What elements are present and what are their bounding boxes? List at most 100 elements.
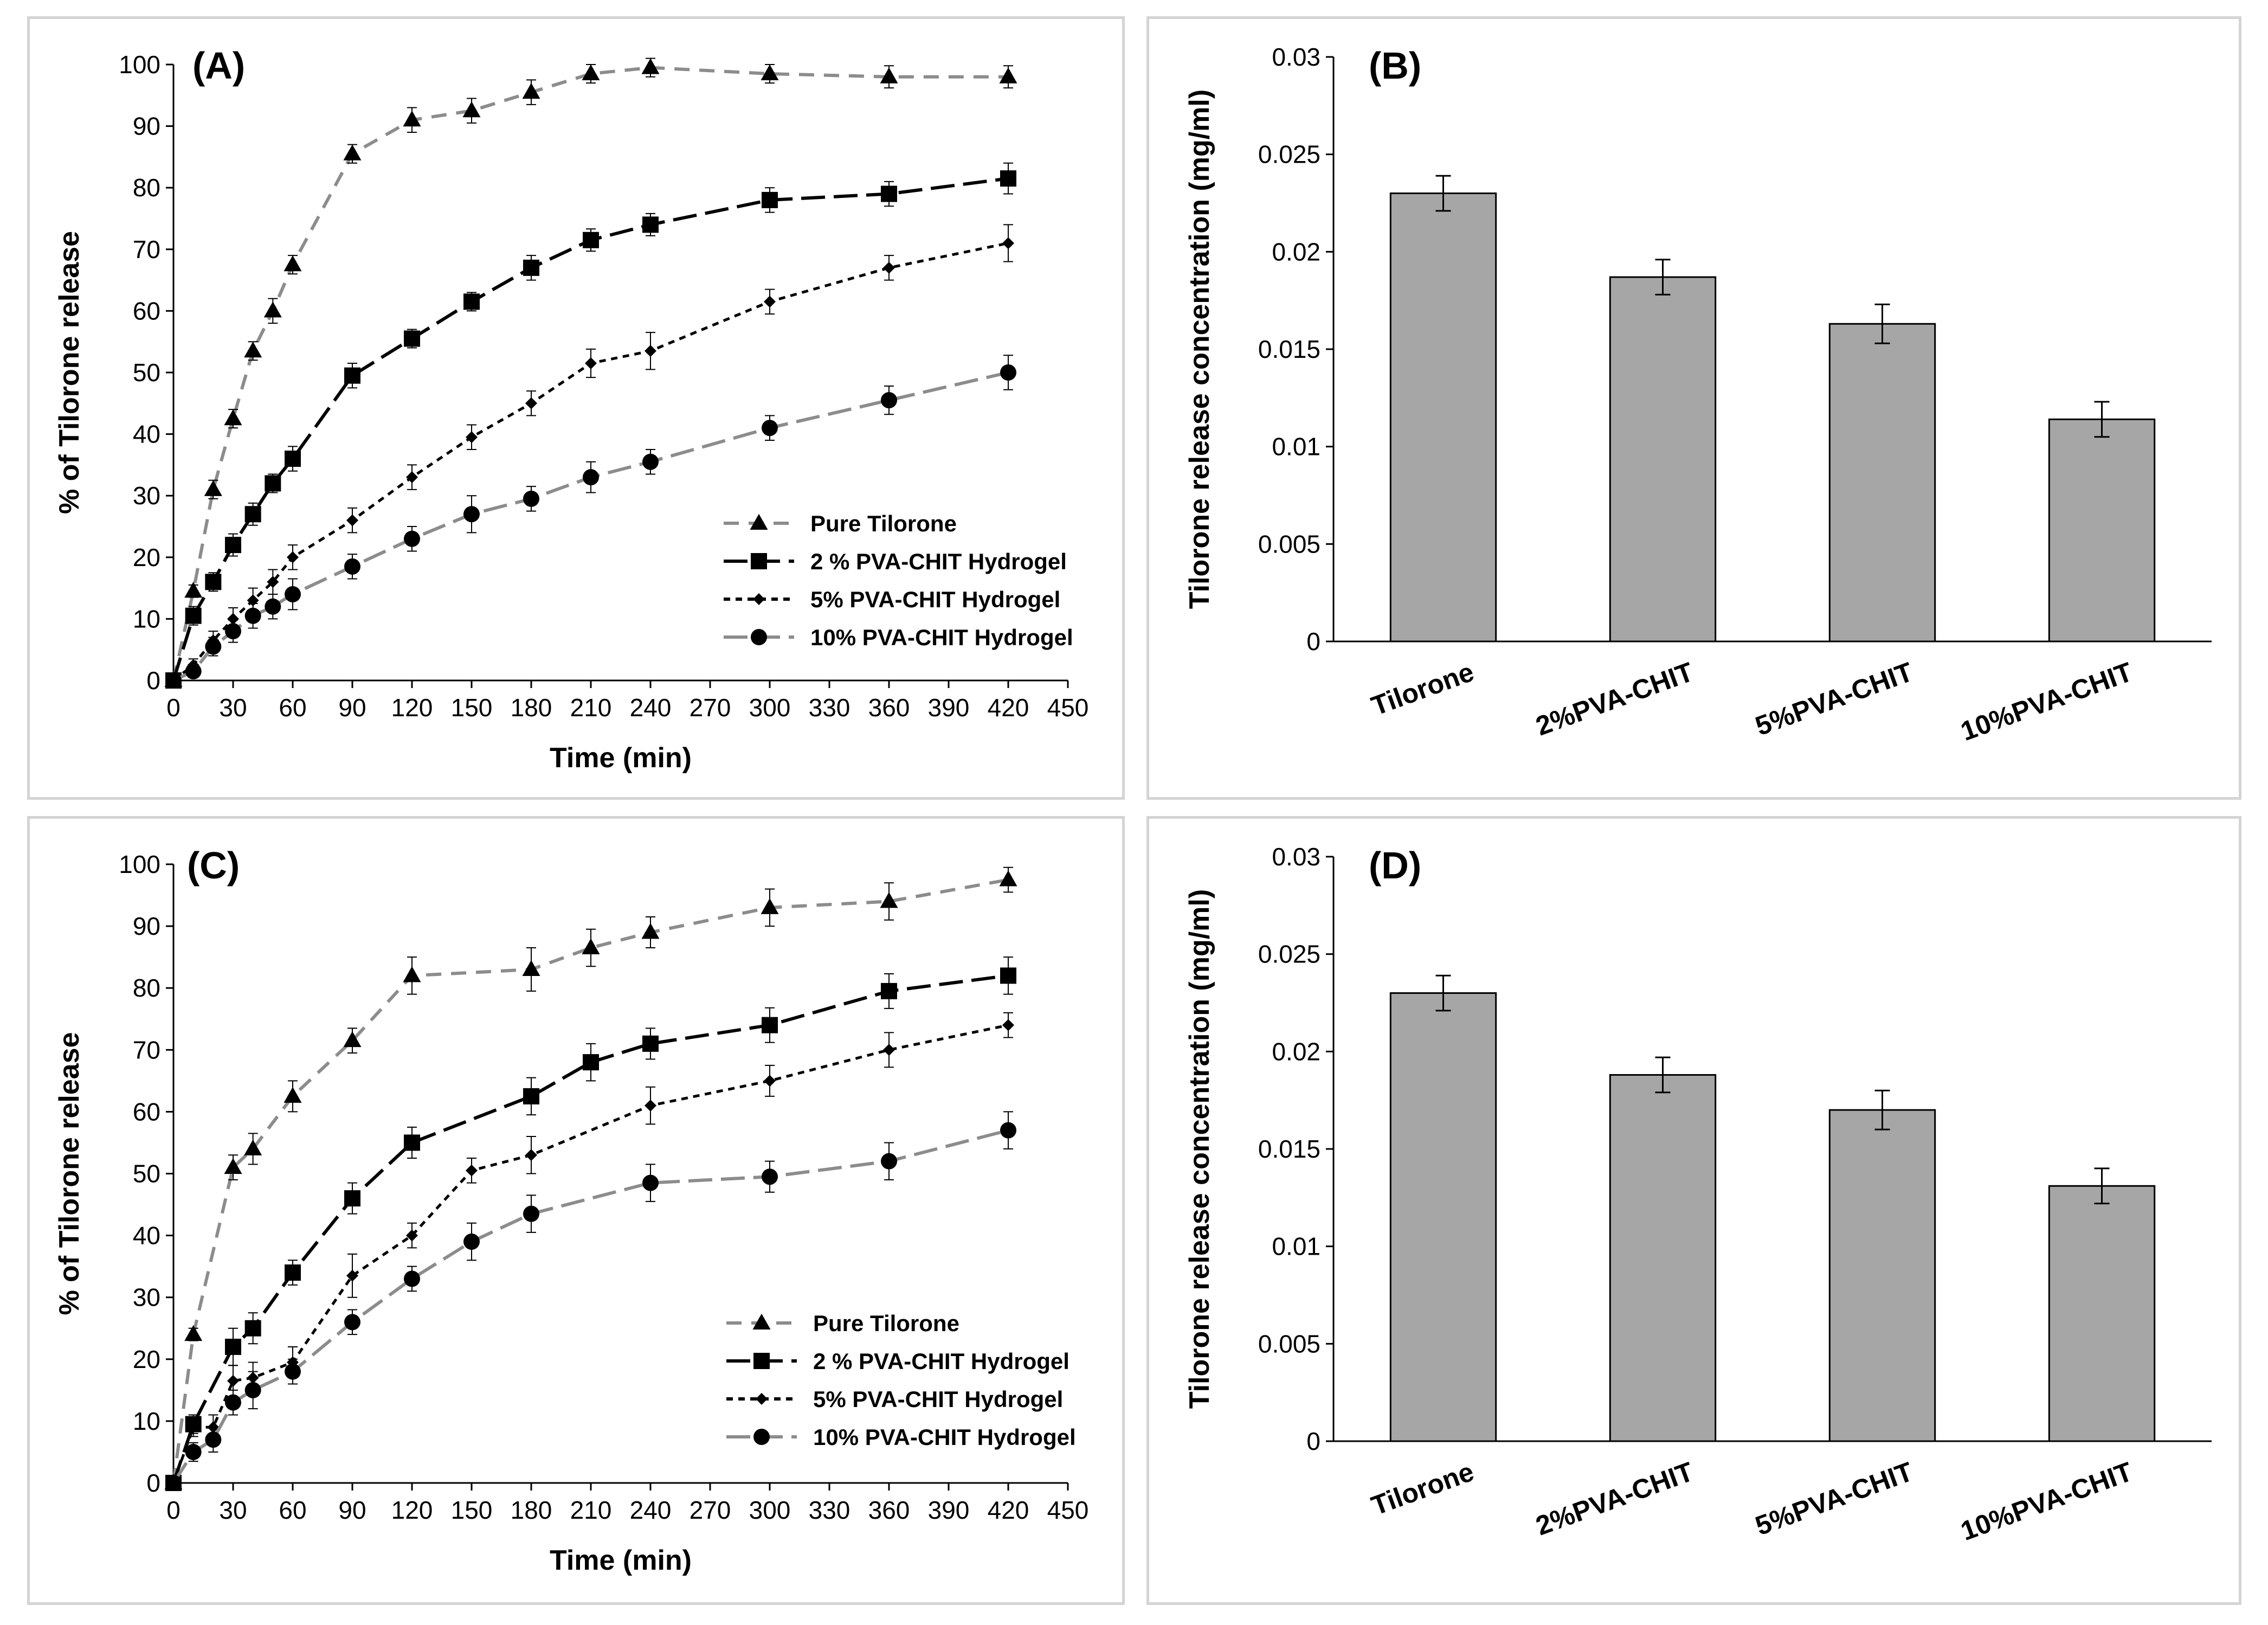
- data-point-square: [205, 574, 222, 590]
- data-point-circle: [344, 558, 360, 575]
- data-point-triangle: [204, 480, 222, 496]
- data-point-square: [285, 451, 301, 467]
- panel-letter: (B): [1369, 44, 1421, 87]
- panel-b-bar-chart: 0 0.005 0.01 0.015 0.02 0.025 0.03 Tilorone rel…: [1146, 16, 2241, 800]
- legend-label: 5% PVA-CHIT Hydrogel: [810, 587, 1060, 612]
- data-point-square: [344, 367, 360, 384]
- y-tick-label: 0: [1306, 1427, 1320, 1455]
- y-tick-label: 100: [119, 850, 160, 878]
- data-point-triangle: [761, 64, 779, 81]
- data-point-square: [244, 506, 261, 523]
- y-axis-title: Tilorone release concentration (mg/ml): [1184, 89, 1215, 609]
- x-tick-label: 450: [1047, 1496, 1089, 1524]
- data-point-diamond: [764, 1075, 776, 1087]
- data-point-triangle: [244, 1139, 262, 1155]
- data-point-diamond: [187, 1421, 199, 1434]
- data-point-triangle: [224, 409, 242, 426]
- x-tick-label: 270: [690, 693, 731, 722]
- legend-marker-triangle: [750, 513, 768, 530]
- data-point-circle: [185, 1443, 202, 1460]
- data-point-circle: [881, 1153, 897, 1170]
- y-axis-title: % of Tilorone release: [54, 1032, 85, 1315]
- data-point-diamond: [883, 1044, 895, 1056]
- data-point-diamond: [645, 345, 656, 357]
- data-point-circle: [881, 392, 897, 409]
- y-tick-label: 40: [133, 420, 160, 448]
- y-tick-label: 30: [133, 481, 160, 510]
- series-line-2: [172, 241, 1009, 682]
- category-label: 2%PVA-CHIT: [1532, 657, 1697, 742]
- data-point-circle: [265, 598, 281, 615]
- x-tick-label: 360: [868, 693, 910, 722]
- data-point-circle: [762, 1168, 778, 1185]
- data-point-diamond: [645, 1099, 656, 1112]
- data-point-circle: [1000, 364, 1016, 381]
- data-point-triangle: [462, 101, 481, 118]
- legend-marker-diamond: [753, 593, 765, 605]
- x-tick-label: 240: [630, 1496, 672, 1524]
- y-tick-label: 0.015: [1258, 335, 1320, 363]
- y-tick-label: 0.015: [1258, 1135, 1320, 1163]
- x-tick-label: 300: [749, 1496, 791, 1524]
- data-point-diamond: [585, 357, 597, 369]
- data-point-diamond: [227, 1374, 239, 1387]
- data-point-circle: [285, 1363, 301, 1380]
- x-tick-label: 120: [391, 693, 433, 722]
- y-axis-title: % of Tilorone release: [54, 231, 85, 514]
- legend-marker-square: [751, 553, 767, 569]
- data-point-square: [881, 982, 897, 999]
- y-tick-label: 80: [133, 974, 160, 1002]
- data-point-circle: [404, 1270, 420, 1287]
- y-tick-label: 0.03: [1272, 43, 1320, 71]
- data-point-diamond: [346, 1269, 358, 1282]
- y-tick-label: 0: [146, 666, 160, 695]
- data-point-square: [225, 537, 241, 554]
- bar: [2048, 1185, 2156, 1442]
- category-label: 2%PVA-CHIT: [1532, 1456, 1697, 1541]
- data-point-circle: [165, 672, 182, 689]
- y-tick-label: 0.02: [1272, 237, 1320, 266]
- y-tick-label: 90: [133, 112, 160, 140]
- data-point-square: [404, 330, 420, 347]
- y-tick-label: 80: [133, 174, 160, 202]
- x-tick-label: 390: [928, 693, 970, 722]
- x-tick-label: 90: [338, 1496, 366, 1524]
- data-point-triangle: [403, 966, 421, 982]
- series-line-1: [172, 177, 1009, 681]
- data-point-triangle: [343, 144, 362, 160]
- y-tick-label: 40: [133, 1222, 160, 1250]
- data-point-triangle: [761, 898, 779, 914]
- data-point-triangle: [999, 870, 1017, 887]
- data-point-circle: [344, 1314, 360, 1331]
- x-tick-label: 270: [690, 1496, 731, 1524]
- data-point-triangle: [522, 960, 540, 976]
- panel-c-chart-svg: 0 10 20 30 40 50 60 70 80 90 100 0 30 60 90 120 150 180 21…: [54, 844, 1089, 1576]
- panel-c-line-chart: 0 10 20 30 40 50 60 70 80 90 100 0 30 60 90 120 150 180 21…: [27, 816, 1125, 1605]
- data-point-diamond: [466, 1164, 478, 1177]
- bar: [1828, 323, 1936, 643]
- data-point-square: [404, 1134, 420, 1151]
- y-tick-label: 0.02: [1272, 1037, 1320, 1065]
- x-tick-label: 240: [630, 693, 672, 722]
- data-point-square: [265, 475, 281, 492]
- category-label: 5%PVA-CHIT: [1751, 1456, 1917, 1541]
- data-point-triangle: [403, 110, 421, 127]
- x-tick-label: 150: [451, 693, 493, 722]
- data-point-circle: [185, 663, 202, 679]
- data-point-circle: [642, 1174, 659, 1191]
- y-axis-title: Tilorone release concentration (mg/ml): [1184, 889, 1215, 1409]
- x-tick-label: 210: [570, 1496, 612, 1524]
- y-tick-label: 20: [133, 543, 160, 571]
- panel-d-bar-chart: 0 0.005 0.01 0.015 0.02 0.025 0.03 Tilorone rel…: [1146, 816, 2241, 1605]
- x-tick-label: 90: [338, 693, 366, 722]
- data-point-triangle: [343, 1031, 362, 1048]
- data-point-triangle: [641, 58, 660, 74]
- y-tick-label: 10: [133, 605, 160, 633]
- data-point-circle: [205, 638, 222, 655]
- data-point-diamond: [764, 296, 776, 308]
- data-point-diamond: [1002, 237, 1014, 249]
- panel-letter: (D): [1369, 844, 1421, 887]
- data-point-diamond: [406, 471, 418, 484]
- legend-label: 10% PVA-CHIT Hydrogel: [813, 1424, 1076, 1450]
- category-label: Tilorone: [1368, 1456, 1478, 1521]
